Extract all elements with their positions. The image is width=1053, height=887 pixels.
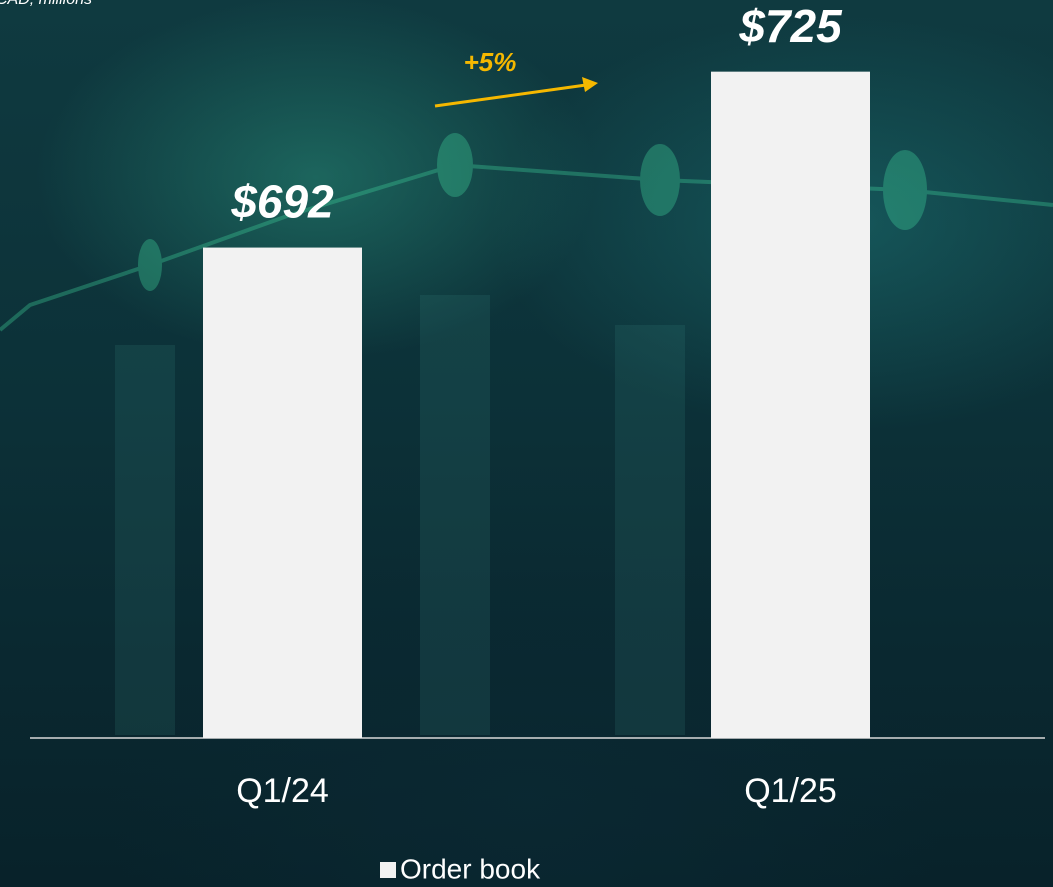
chart-subtitle: CAD, millions: [0, 0, 92, 8]
x-tick-label: Q1/25: [744, 772, 837, 810]
bar: [711, 71, 870, 738]
bar: [203, 247, 362, 739]
growth-annotation: [434, 77, 598, 108]
value-label: $725: [738, 0, 843, 52]
annotation-arrow: [434, 83, 587, 108]
annotation-arrowhead: [582, 77, 598, 92]
legend-label: Order book: [400, 853, 541, 884]
background-decoration: [0, 133, 1053, 735]
legend-swatch: [380, 862, 396, 878]
x-tick-label: Q1/24: [236, 772, 329, 810]
value-label: $692: [230, 176, 334, 228]
annotation: +5%: [464, 47, 517, 77]
